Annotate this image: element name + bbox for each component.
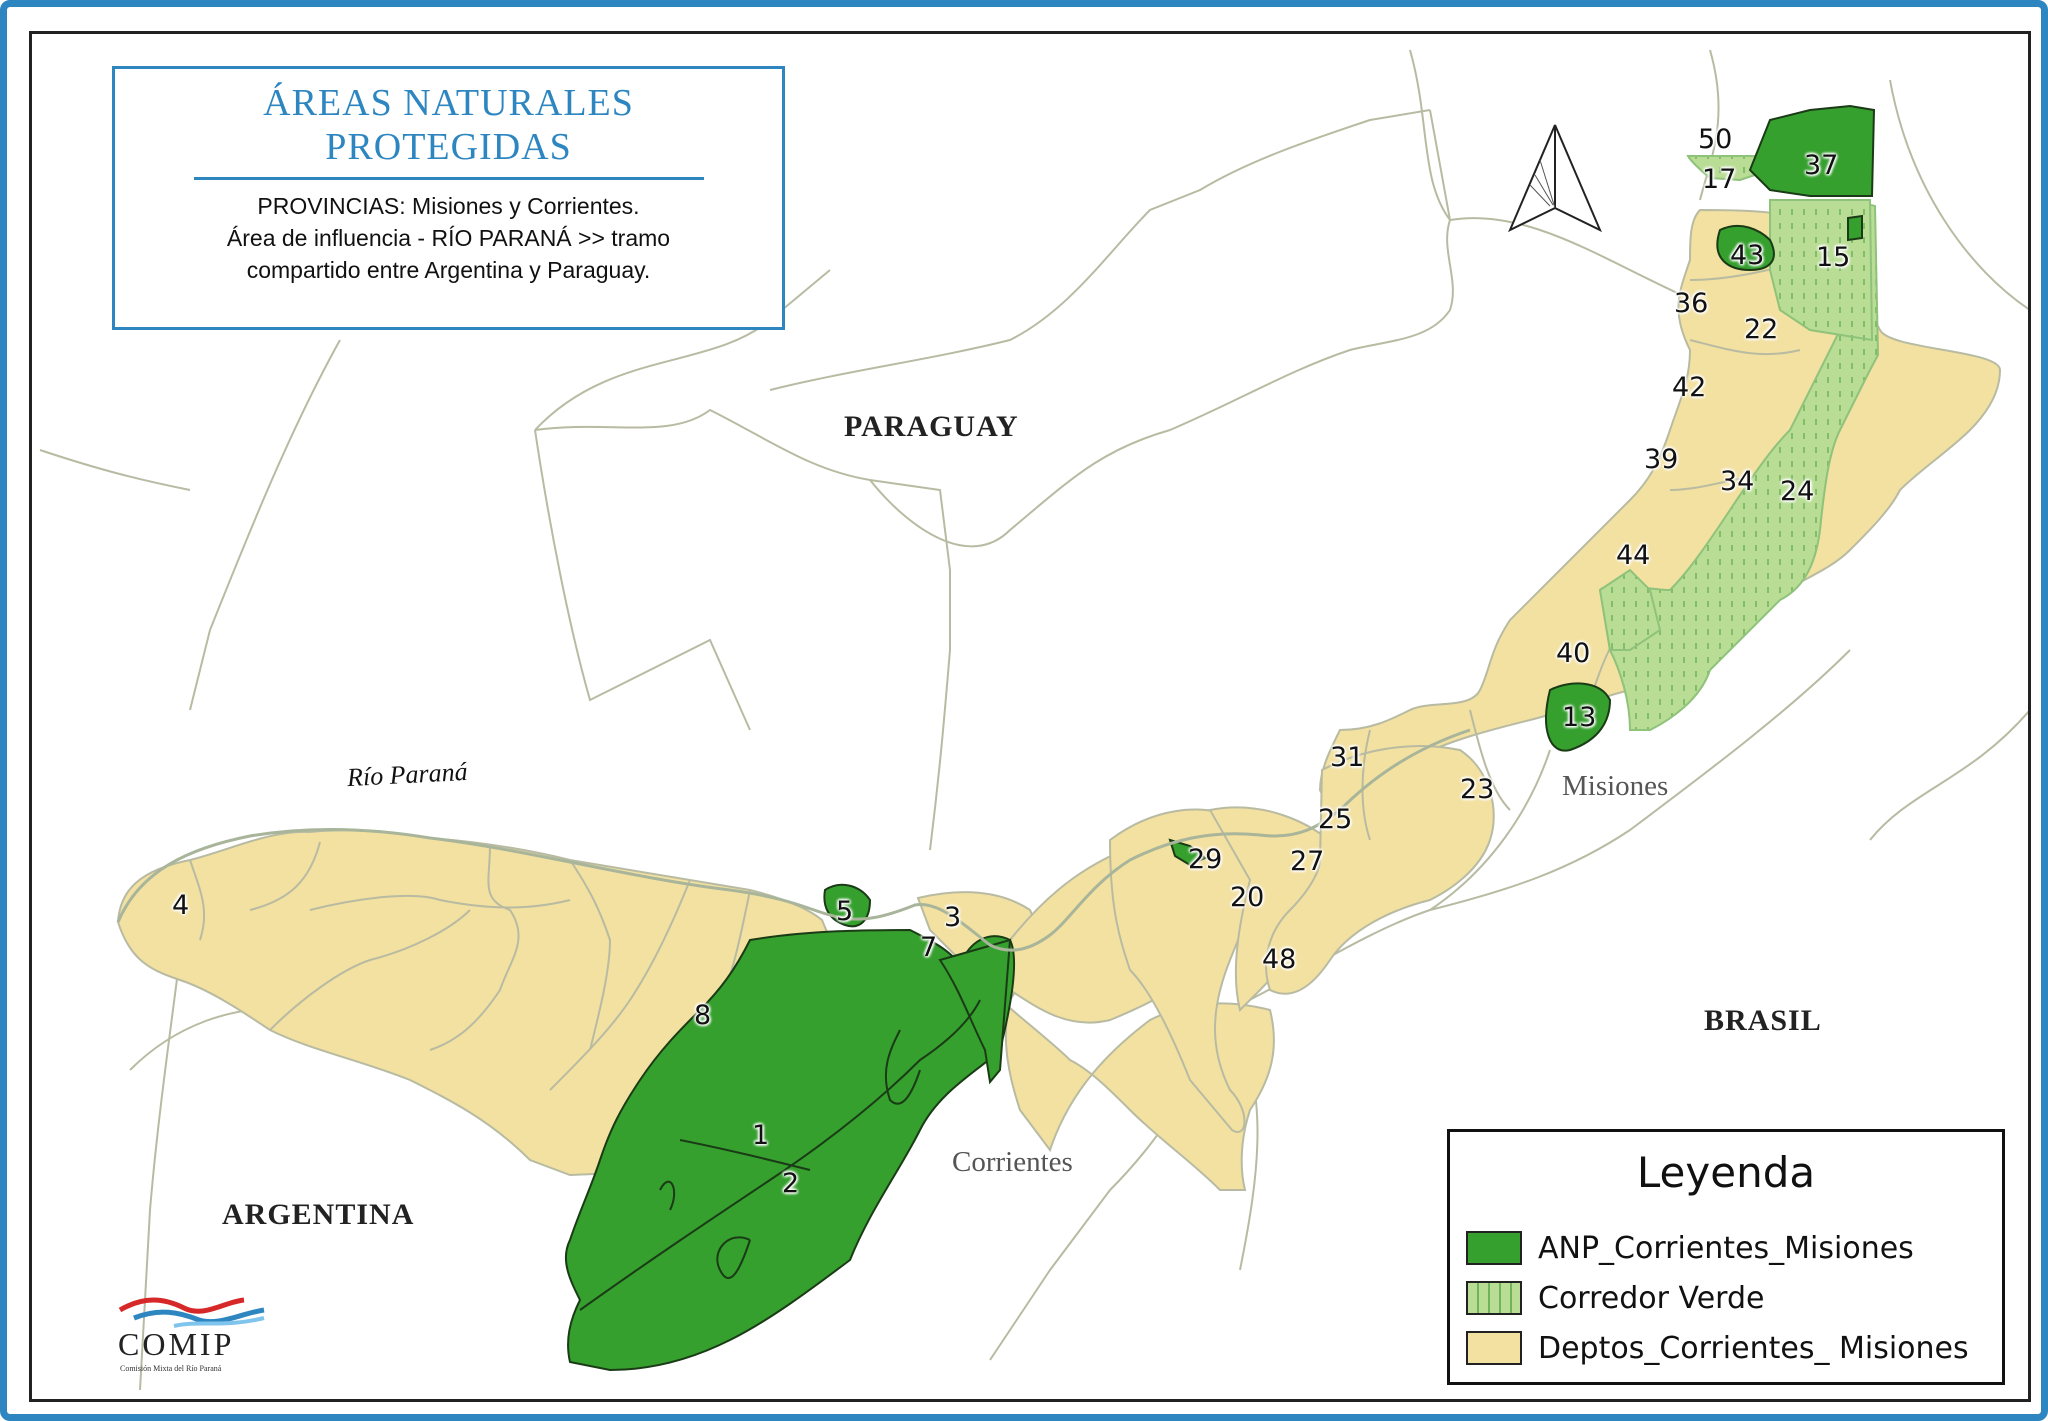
legend-item-anp: ANP_Corrientes_Misiones [1466,1230,1914,1266]
area-number: 48 [1262,944,1297,975]
comip-logo-text: COMIP [118,1326,235,1362]
area-number: 44 [1616,540,1651,571]
area-number: 24 [1780,476,1815,507]
map-description-line3: compartido entre Argentina y Paraguay. [246,257,651,283]
area-number: 31 [1330,742,1365,773]
label-paraguay: PARAGUAY [844,410,1019,443]
legend-swatch-anp [1466,1231,1522,1265]
legend-label-deptos: Deptos_Corrientes_ Misiones [1538,1330,1969,1366]
area-number: 23 [1460,774,1495,805]
area-number: 43 [1730,240,1765,271]
area-number: 3 [944,902,962,933]
label-brasil: BRASIL [1704,1004,1822,1037]
area-number: 8 [694,1000,712,1031]
legend-item-corredor-verde: Corredor Verde [1466,1280,1764,1316]
label-rio-parana: Río Paraná [346,756,469,793]
area-number: 39 [1644,444,1679,475]
area-number: 36 [1674,288,1709,319]
title-divider [193,177,704,180]
legend-label-corredor-verde: Corredor Verde [1538,1280,1765,1316]
area-number: 5 [836,896,854,927]
legend-label-anp: ANP_Corrientes_Misiones [1538,1230,1914,1266]
area-number: 25 [1318,804,1353,835]
legend-item-deptos: Deptos_Corrientes_ Misiones [1466,1330,1969,1366]
comip-logo-waves-icon [118,1297,265,1328]
area-number: 20 [1230,882,1265,913]
rio-parana-line [116,728,1471,952]
comip-logo-subtitle: Comisión Mixta del Río Paraná [120,1364,222,1373]
area-number: 22 [1744,314,1779,345]
legend: Leyenda ANP_Corrientes_Misiones Corredor… [1447,1129,2005,1385]
label-corrientes: Corrientes [952,1146,1073,1178]
anp-corrientes-misiones [564,104,1876,1372]
area-number: 29 [1188,844,1223,875]
area-number: 4 [172,890,190,921]
map-drawing [39,49,2028,1391]
legend-swatch-corredor-verde [1466,1281,1522,1315]
north-arrow-icon [1508,124,1602,233]
label-misiones: Misiones [1562,770,1669,802]
area-number: 42 [1672,372,1707,403]
map-canvas: ÁREAS NATURALES PROTEGIDAS PROVINCIAS: M… [29,31,2031,1402]
area-number: 2 [782,1168,800,1199]
anp-inner-lines [579,999,981,1311]
area-number: 27 [1290,846,1325,877]
area-number: 40 [1556,638,1591,669]
area-number: 50 [1698,124,1733,155]
legend-title: Leyenda [1636,1148,1816,1197]
comip-logo: COMIP Comisión Mixta del Río Paraná [114,1292,274,1392]
area-number: 37 [1804,150,1839,181]
title-box: ÁREAS NATURALES PROTEGIDAS PROVINCIAS: M… [112,66,785,330]
area-number: 13 [1562,702,1597,733]
map-description-line2: Área de influencia - RÍO PARANÁ >> tramo [226,225,671,251]
map-description-line1: PROVINCIAS: Misiones y Corrientes. [257,193,640,219]
map-title-line1: ÁREAS NATURALES [263,82,634,124]
label-argentina: ARGENTINA [222,1198,415,1231]
area-number: 15 [1816,242,1851,273]
corredor-verde [1598,155,1880,731]
legend-swatch-deptos [1466,1331,1522,1365]
area-number: 34 [1720,466,1755,497]
area-number: 1 [752,1120,770,1151]
map-title-line2: PROTEGIDAS [325,126,572,168]
area-number: 17 [1702,164,1737,195]
area-number: 7 [920,932,938,963]
